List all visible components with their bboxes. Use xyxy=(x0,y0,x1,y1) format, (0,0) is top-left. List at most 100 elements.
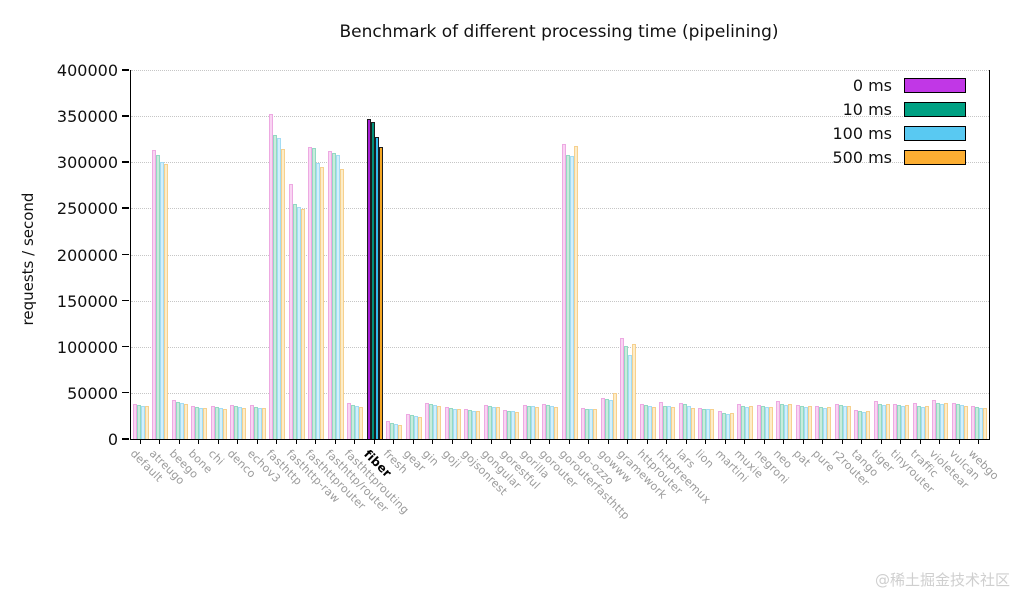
bar-500ms-pure xyxy=(827,407,832,439)
gridline xyxy=(131,70,989,71)
x-tick-mark xyxy=(334,440,336,444)
x-tick-mark xyxy=(295,440,297,444)
bar-10ms-bone xyxy=(195,407,200,439)
bar-100ms-default xyxy=(140,406,145,439)
bar-10ms-gear xyxy=(409,415,414,439)
x-tick-label-gojsonrest: gojsonrest xyxy=(459,447,511,499)
x-tick-mark xyxy=(705,440,707,444)
x-tick-label-default: default xyxy=(127,447,166,485)
x-tick-mark xyxy=(256,440,258,444)
bar-group-traffic xyxy=(911,403,931,439)
gridline xyxy=(131,116,989,118)
legend-swatch xyxy=(904,78,966,93)
x-tick-label-muxie: muxie xyxy=(732,447,767,481)
bar-500ms-atreugo xyxy=(164,164,169,439)
x-tick-mark xyxy=(568,440,570,444)
bar-500ms-traffic xyxy=(924,406,929,439)
bar-10ms-fasthttp xyxy=(273,135,278,439)
bar-500ms-gorouter xyxy=(554,407,559,439)
bar-500ms-martini xyxy=(729,413,734,439)
bar-0ms-gin xyxy=(425,403,430,439)
x-tick-mark xyxy=(198,440,200,444)
bar-500ms-gongular xyxy=(495,407,500,439)
x-tick-mark xyxy=(373,440,375,444)
bar-10ms-violetear xyxy=(936,403,941,439)
legend-label: 100 ms xyxy=(832,124,892,143)
bar-0ms-fresh xyxy=(386,421,391,439)
y-tick-mark xyxy=(122,161,129,163)
bar-group-martini xyxy=(716,411,736,439)
x-tick-mark xyxy=(588,440,590,444)
bar-10ms-chi xyxy=(214,407,219,439)
x-tick-mark xyxy=(802,440,804,444)
x-tick-mark xyxy=(763,440,765,444)
x-tick-label-fiber: fiber xyxy=(360,447,395,481)
bar-100ms-martini xyxy=(725,414,730,439)
x-tick-label-chi: chi xyxy=(205,447,227,468)
bar-10ms-martini xyxy=(721,413,726,439)
y-tick-label: 50000 xyxy=(67,383,118,403)
bar-group-go-ozzo xyxy=(580,408,600,439)
bar-group-webgo xyxy=(970,406,990,439)
bar-0ms-echov3 xyxy=(249,405,254,439)
bar-500ms-echov3 xyxy=(261,408,266,439)
legend-entry-10ms: 10 ms xyxy=(832,100,966,119)
bar-0ms-goji xyxy=(444,407,449,439)
bar-100ms-tango xyxy=(862,412,867,439)
x-tick-mark xyxy=(666,440,668,444)
bar-100ms-webgo xyxy=(979,408,984,439)
x-tick-mark xyxy=(315,440,317,444)
bar-group-httptreemux xyxy=(658,402,678,439)
bar-0ms-pat xyxy=(795,405,800,439)
bar-0ms-pure xyxy=(815,406,820,439)
bar-100ms-fasthttprouter xyxy=(316,163,321,439)
x-tick-label-negroni: negroni xyxy=(751,447,792,487)
bar-group-fresh xyxy=(385,421,405,439)
bar-0ms-r2router xyxy=(834,404,839,439)
x-tick-label-fasthttp-raw: fasthttp-raw xyxy=(283,447,343,506)
legend-entry-500ms: 500 ms xyxy=(832,148,966,167)
bar-group-tinyrouter xyxy=(892,404,912,439)
bar-100ms-gear xyxy=(413,416,418,439)
gridline xyxy=(131,300,989,302)
bar-500ms-tinyrouter xyxy=(905,405,910,439)
bar-group-bone xyxy=(190,406,210,439)
y-tick-mark xyxy=(122,207,129,209)
x-tick-label-gowww: gowww xyxy=(595,447,635,486)
bar-0ms-lars xyxy=(678,403,683,439)
bar-100ms-pure xyxy=(823,408,828,439)
bar-0ms-traffic xyxy=(912,403,917,439)
bar-500ms-gear xyxy=(417,417,422,439)
bar-0ms-bone xyxy=(191,406,196,439)
bar-10ms-webgo xyxy=(975,407,980,439)
bar-group-gorilla xyxy=(521,405,541,439)
x-tick-mark xyxy=(861,440,863,444)
x-tick-label-lars: lars xyxy=(673,447,698,471)
bar-500ms-vulcan xyxy=(963,406,968,439)
bar-0ms-httptreemux xyxy=(659,402,664,439)
y-tick-mark xyxy=(122,115,129,117)
x-tick-mark xyxy=(139,440,141,444)
bar-0ms-lion xyxy=(698,408,703,439)
x-tick-label-pat: pat xyxy=(790,447,813,470)
x-tick-mark xyxy=(237,440,239,444)
bar-0ms-gear xyxy=(405,414,410,439)
x-tick-label-vulcan: vulcan xyxy=(946,447,983,483)
bar-0ms-gorilla xyxy=(522,405,527,439)
x-tick-label-fasthttprouting: fasthttprouting xyxy=(342,447,412,517)
bar-100ms-bone xyxy=(199,408,204,439)
bar-100ms-gorouter xyxy=(550,406,555,439)
bar-10ms-fresh xyxy=(390,423,395,439)
x-tick-mark xyxy=(646,440,648,444)
x-tick-mark xyxy=(354,440,356,444)
bar-group-neo xyxy=(775,401,795,439)
bar-500ms-bone xyxy=(203,408,208,439)
bar-100ms-gowww xyxy=(608,400,613,439)
bar-100ms-fasthttp xyxy=(277,138,282,439)
bar-group-chi xyxy=(209,406,229,439)
x-tick-label-gorouter: gorouter xyxy=(537,447,581,491)
bar-100ms-atreugo xyxy=(160,162,165,439)
x-tick-label-gin: gin xyxy=(420,447,442,469)
x-tick-label-violetear: violetear xyxy=(927,447,972,492)
